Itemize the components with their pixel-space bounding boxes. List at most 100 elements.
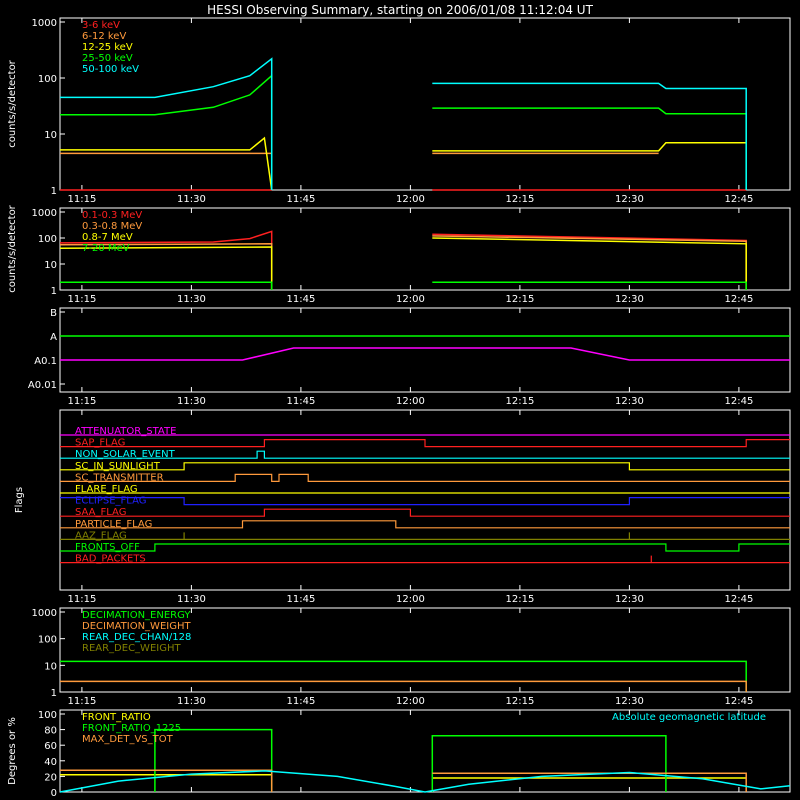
y-tick-label: A [50, 332, 57, 343]
y-tick-label: 1 [51, 186, 57, 197]
x-tick-label: 12:15 [505, 194, 534, 205]
y-tick-label: 1 [51, 688, 57, 699]
x-tick-label: 11:30 [177, 696, 206, 707]
y-tick-label: 100 [38, 74, 57, 85]
x-tick-label: 11:15 [67, 594, 96, 605]
y-tick-label: 10 [44, 260, 57, 271]
panel-decimation: 1 10 100 1000 11:15 11:30 11:45 12:00 12:15 12:30… [0, 571, 791, 728]
legend-series-6-12-kev: 6-12 keV [82, 31, 126, 42]
y-tick-label: B [50, 308, 57, 319]
panel-low-energy: 1 10 100 1000 11:15 11:30 11:45 12:00 12:15 12:30… [7, 17, 791, 205]
series-front-ratio-1225 [431, 735, 667, 792]
legend-series-attenuator-state: ATTENUATOR_STATE [75, 426, 176, 437]
legend-series-aaz-flag: AAZ_FLAG [75, 530, 127, 541]
series-sc-transmitter [60, 473, 790, 482]
legend-series-max-det-vs-tot: MAX_DET_VS_TOT [82, 734, 174, 745]
legend-series-0-1-0-3-mev: 0.1-0.3 MeV [82, 210, 142, 221]
panel-high-energy: 1 10 100 1000 11:15 11:30 11:45 12:00 12:15 12:30… [7, 204, 791, 305]
x-tick-label: 11:15 [67, 194, 96, 205]
legend-series-front-ratio-1225: FRONT_RATIO_1225 [82, 723, 181, 734]
y-axis-label: Flags [14, 487, 25, 513]
series-0-8-7-mev [59, 246, 273, 290]
panel-frame [59, 307, 791, 393]
x-tick-label: 11:15 [67, 396, 96, 407]
x-tick-label: 12:45 [724, 194, 753, 205]
legend-series-0-8-7-mev: 0.8-7 MeV [82, 232, 133, 243]
legend-series-sap-flag: SAP_FLAG [75, 438, 125, 449]
series-50-100-kev [60, 57, 273, 190]
y-axis-label: DECIMATION ENERGY or weight [0, 571, 1, 728]
x-tick-label: 11:45 [286, 194, 315, 205]
panel-goes: B A A0.1 A0.01 11:15 11:30 11:45 12:00 12:15 12:3… [28, 307, 791, 407]
y-tick-label: 1000 [32, 18, 57, 29]
series-aaz-flag [60, 532, 790, 541]
legend-series-decimation-weight: DECIMATION_WEIGHT [82, 621, 191, 632]
y-tick-label: 60 [44, 741, 57, 752]
series-7-20-mev [60, 281, 273, 290]
x-tick-label: 11:30 [177, 194, 206, 205]
x-tick-label: 11:45 [286, 594, 315, 605]
y-tick-label: 20 [44, 772, 57, 783]
series-front-ratio-1225 [154, 728, 273, 792]
y-axis-label: Degrees or % [7, 717, 18, 785]
y-tick-label: 10 [44, 661, 57, 672]
y-tick-label: 40 [44, 757, 57, 768]
legend-series-50-100-kev: 50-100 keV [82, 64, 139, 75]
legend-series-bad-packets: BAD_PACKETS [75, 554, 146, 565]
legend-series-particle-flag: PARTICLE_FLAG [75, 519, 152, 530]
panel-ratios: 0 20 40 60 80 100 Degrees or % FRONT_RATIOFRONT… [7, 709, 791, 799]
series-unnamed [59, 770, 791, 793]
series-12-25-kev [432, 141, 747, 152]
legend-series-12-25-kev: 12-25 keV [82, 42, 133, 53]
legend-series-25-50-kev: 25-50 keV [82, 53, 133, 64]
series-bad-packets [60, 555, 790, 564]
legend-series-fronts-off: FRONTS_OFF [75, 542, 140, 553]
x-tick-label: 12:45 [724, 396, 753, 407]
series-12-25-kev [60, 136, 273, 191]
legend-series-eclipse-flag: ECLIPSE_FLAG [75, 496, 146, 507]
x-tick-label: 11:45 [286, 696, 315, 707]
x-tick-label: 11:30 [177, 594, 206, 605]
y-tick-label: 80 [44, 726, 57, 737]
x-tick-label: 11:30 [177, 396, 206, 407]
y-tick-label: 100 [38, 234, 57, 245]
legend-series-sc-in-sunlight: SC_IN_SUNLIGHT [75, 461, 161, 472]
plot-title: HESSI Observing Summary, starting on 200… [207, 3, 593, 17]
legend-series-front-ratio: FRONT_RATIO [82, 712, 151, 723]
x-tick-label: 12:00 [396, 294, 425, 305]
legend-series-non-solar-event: NON_SOLAR_EVENT [75, 449, 176, 460]
y-tick-label: 1000 [32, 608, 57, 619]
x-tick-label: 11:45 [286, 396, 315, 407]
geomagnetic-latitude-label: Absolute geomagnetic latitude [612, 712, 766, 723]
x-tick-label: 12:45 [724, 696, 753, 707]
series-sc-in-sunlight [60, 462, 790, 471]
x-tick-label: 12:00 [396, 594, 425, 605]
x-tick-label: 12:00 [396, 696, 425, 707]
y-tick-label: 100 [38, 710, 57, 721]
legend-series-flare-flag: FLARE_FLAG [75, 484, 138, 495]
x-tick-label: 12:30 [615, 294, 644, 305]
series-fronts-off [60, 543, 790, 552]
series-0-8-7-mev [432, 237, 747, 290]
legend-series-rear-dec-weight: REAR_DEC_WEIGHT [82, 643, 181, 654]
x-tick-label: 11:45 [286, 294, 315, 305]
x-tick-label: 12:30 [615, 194, 644, 205]
y-tick-label: 0 [51, 788, 57, 799]
y-tick-label: 100 [38, 635, 57, 646]
x-tick-label: 12:30 [615, 396, 644, 407]
x-tick-label: 12:30 [615, 594, 644, 605]
x-tick-label: 11:15 [67, 696, 96, 707]
x-tick-label: 12:15 [505, 594, 534, 605]
series-particle-flag [60, 520, 790, 529]
legend-series-sc-transmitter: SC_TRANSMITTER [75, 472, 164, 483]
series-max-det-vs-tot [60, 769, 273, 792]
y-tick-label: A0.1 [34, 356, 57, 367]
x-tick-label: 12:00 [396, 194, 425, 205]
legend-series-decimation-energy: DECIMATION_ENERGY [82, 610, 191, 621]
series-saa-flag [60, 508, 790, 517]
series-sap-flag [60, 439, 790, 448]
legend-series-saa-flag: SAA_FLAG [75, 507, 126, 518]
